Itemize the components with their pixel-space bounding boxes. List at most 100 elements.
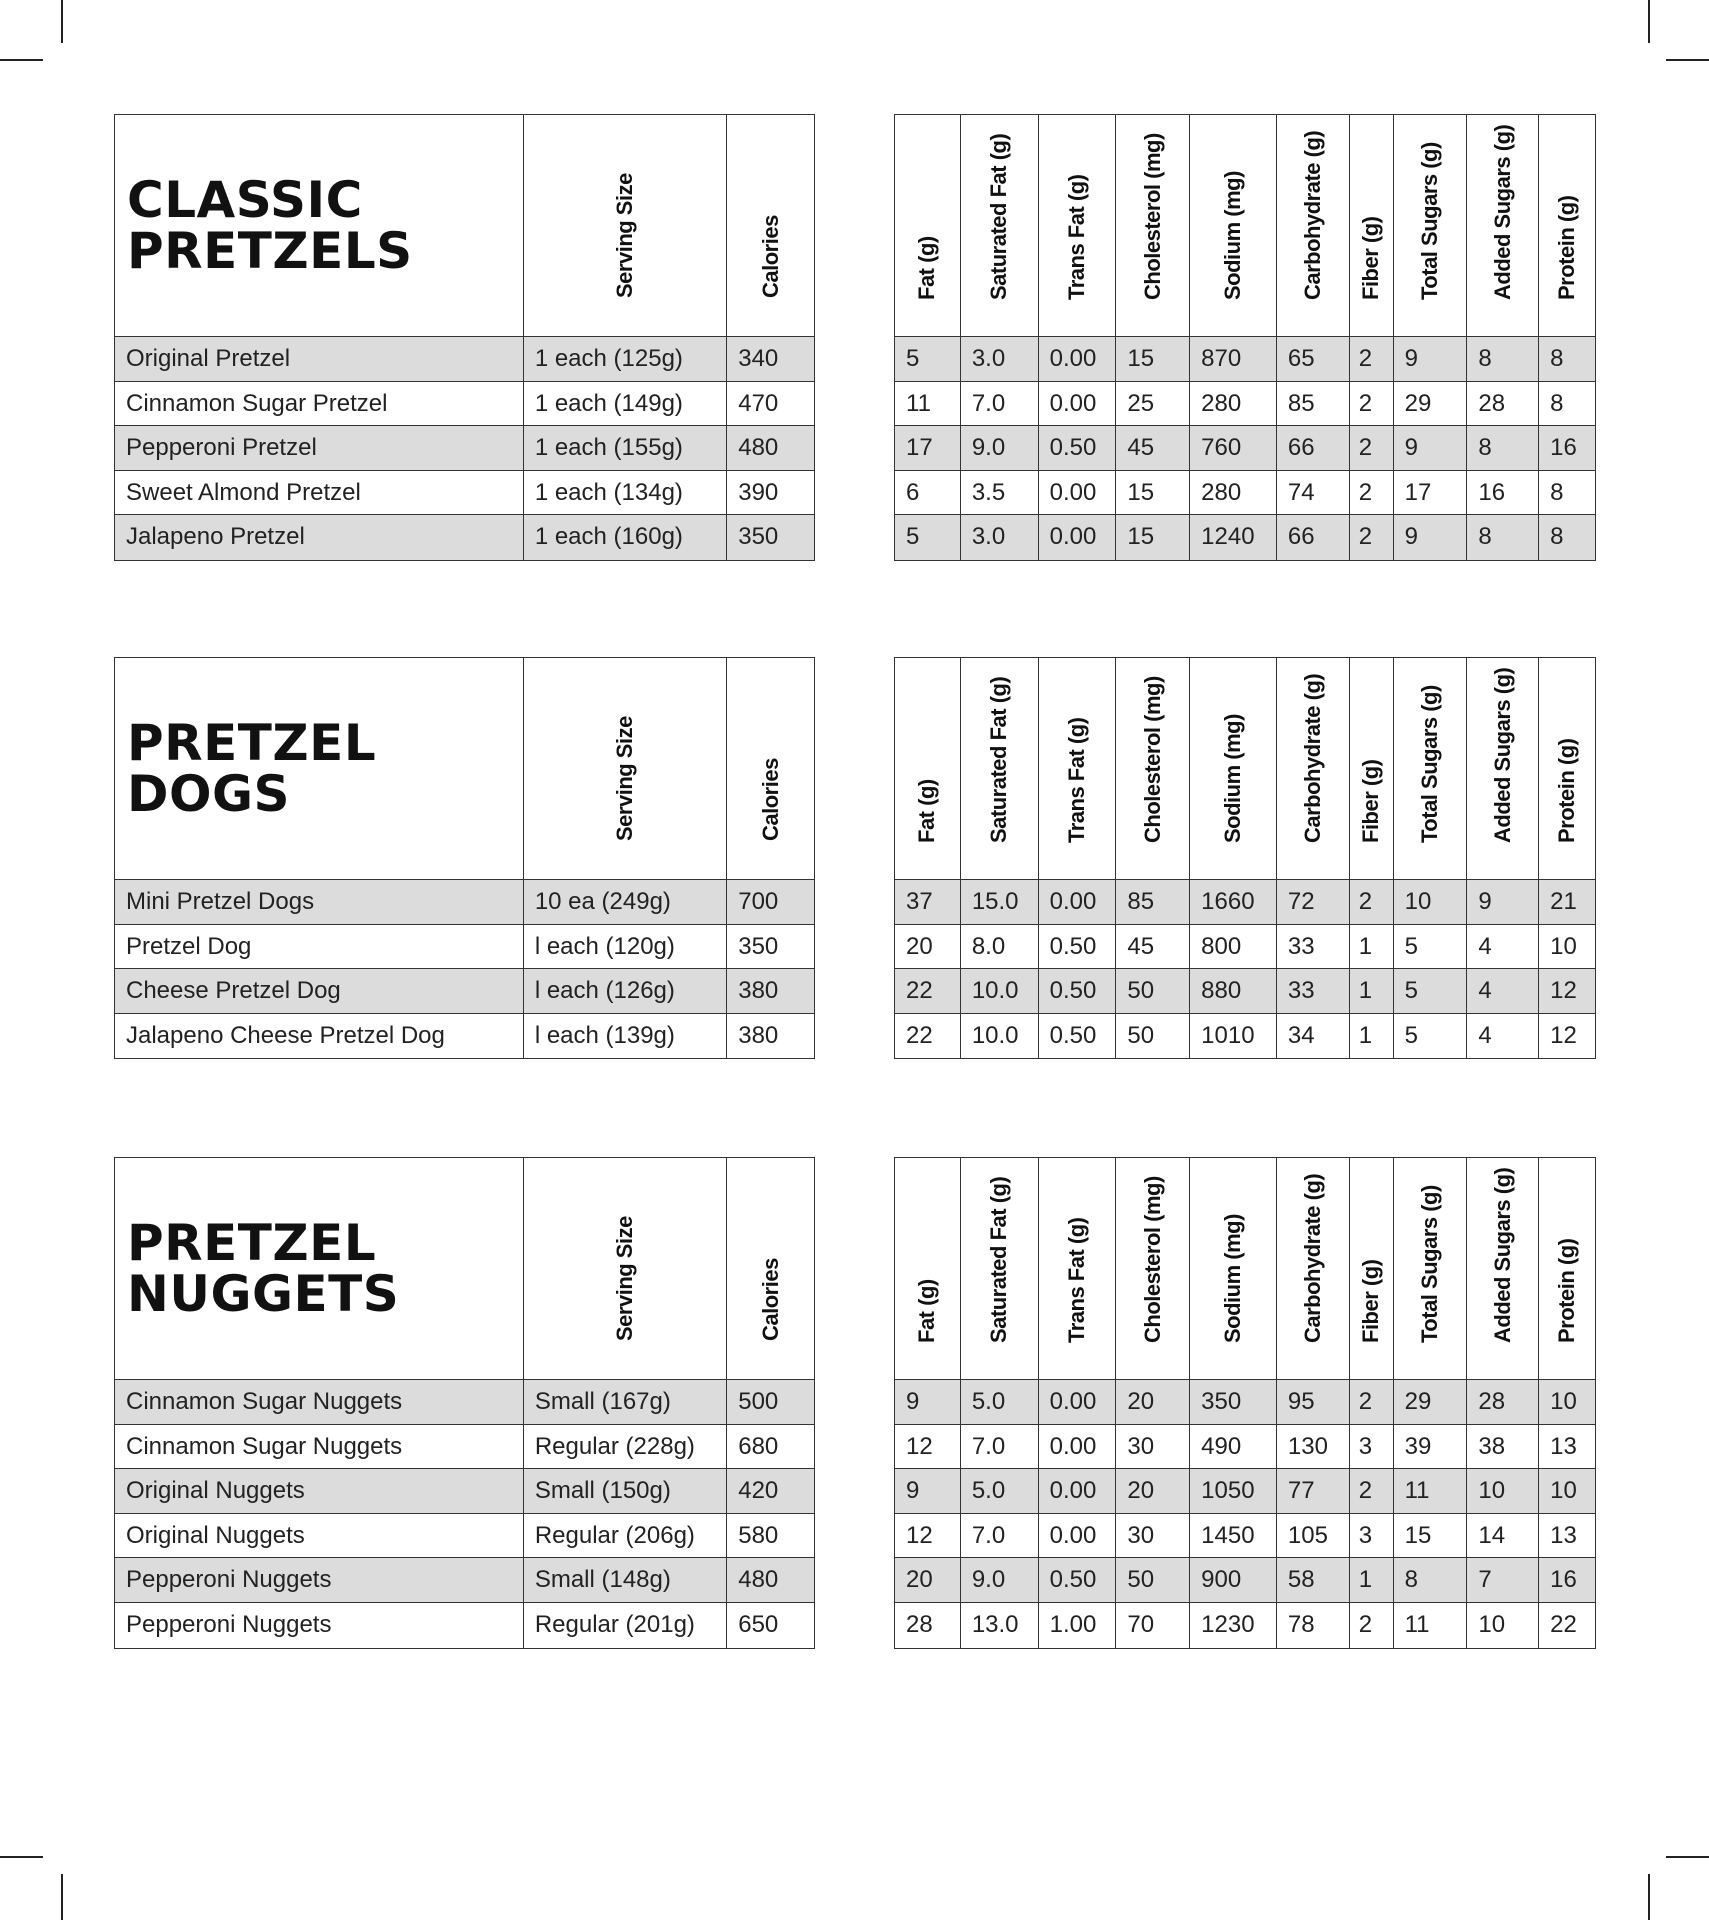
column-header: Total Sugars (g) <box>1394 658 1468 879</box>
nutrition-value: 1230 <box>1190 1602 1277 1648</box>
nutrition-value: 9 <box>1394 337 1468 381</box>
nutrition-value: 33 <box>1277 924 1350 969</box>
serving-size: 1 each (125g) <box>524 337 728 381</box>
nutrition-value: 3.0 <box>961 337 1039 381</box>
nutrition-value: 50 <box>1116 1558 1191 1602</box>
nutrition-value: 16 <box>1550 434 1577 462</box>
nutrition-value: 20 <box>895 1558 961 1602</box>
serving-size: 1 each (155g) <box>524 426 728 470</box>
nutrition-value: 28 <box>1467 1380 1540 1424</box>
table-row: Pretzel Dog l each (120g) 350 <box>115 924 814 970</box>
nutrition-value: 1 <box>1350 1013 1394 1059</box>
nutrition-value: 29 <box>1394 1380 1468 1424</box>
column-header: Saturated Fat (g) <box>961 115 1039 336</box>
nutrition-table: Fat (g) Saturated Fat (g) Trans Fat (g) Cho… <box>894 114 1596 561</box>
nutrition-value: 10 <box>1550 932 1577 960</box>
column-header-label: Cholesterol (mg) <box>1139 133 1165 300</box>
crop-mark <box>61 1874 63 1920</box>
nutrition-value: 20 <box>1116 1469 1191 1513</box>
nutrition-value: 880 <box>1190 969 1277 1013</box>
column-header: Protein (g) <box>1539 115 1595 336</box>
column-header-label: Trans Fat (g) <box>1063 717 1089 843</box>
table-row: Cinnamon Sugar Nuggets Small (167g) 500 <box>115 1380 814 1425</box>
item-name: Jalapeno Cheese Pretzel Dog <box>115 1013 524 1059</box>
table-row: 28 13.0 1.00 70 1230 78 2 11 10 22 <box>895 1602 1595 1648</box>
column-header: Sodium (mg) <box>1190 1158 1277 1379</box>
section-title-cell: PRETZEL DOGS <box>115 658 524 879</box>
nutrition-value: 0.00 <box>1039 337 1117 381</box>
calories: 650 <box>738 1610 779 1638</box>
table-row: 20 8.0 0.50 45 800 33 1 5 4 10 <box>895 924 1595 970</box>
nutrition-value: 5 <box>1394 924 1468 969</box>
section-title: CLASSIC PRETZELS <box>127 175 413 277</box>
column-header: Calories <box>727 1158 814 1379</box>
column-header-label: Carbohydrate (g) <box>1299 673 1325 843</box>
nutrition-value: 9.0 <box>961 426 1039 470</box>
nutrition-value: 9 <box>1467 880 1540 924</box>
column-header: Cholesterol (mg) <box>1116 658 1191 879</box>
column-header-label: Cholesterol (mg) <box>1139 676 1165 843</box>
nutrition-value: 8 <box>1467 515 1540 560</box>
nutrition-value: 20 <box>1116 1380 1191 1424</box>
nutrition-value: 7 <box>1467 1558 1540 1602</box>
nutrition-value: 74 <box>1277 470 1350 515</box>
column-header: Cholesterol (mg) <box>1116 115 1191 336</box>
nutrition-value: 2 <box>1350 337 1394 381</box>
nutrition-value: 5 <box>1394 1013 1468 1059</box>
column-header-label: Trans Fat (g) <box>1063 174 1089 300</box>
serving-size: Regular (206g) <box>524 1513 728 1558</box>
nutrition-value: 9.0 <box>961 1558 1039 1602</box>
column-header: Fiber (g) <box>1350 115 1394 336</box>
column-header: Serving Size <box>524 115 728 336</box>
nutrition-value: 2 <box>1350 880 1394 924</box>
column-header-label: Saturated Fat (g) <box>986 133 1012 300</box>
nutrition-value: 1450 <box>1190 1513 1277 1558</box>
nutrition-value: 280 <box>1190 381 1277 426</box>
nutrition-value: 1 <box>1350 1558 1394 1602</box>
nutrition-value: 8 <box>1550 345 1564 372</box>
column-header: Calories <box>727 115 814 336</box>
column-header: Saturated Fat (g) <box>961 1158 1039 1379</box>
nutrition-value: 17 <box>1394 470 1468 515</box>
nutrition-value: 0.00 <box>1039 1469 1117 1513</box>
serving-size: l each (120g) <box>524 924 728 969</box>
column-header-label: Protein (g) <box>1554 195 1580 301</box>
title-line: PRETZEL <box>127 1214 377 1272</box>
nutrition-value: 4 <box>1467 1013 1540 1059</box>
calories: 350 <box>738 523 779 551</box>
calories: 390 <box>738 478 779 506</box>
nutrition-value: 77 <box>1277 1469 1350 1513</box>
nutrition-table: Fat (g) Saturated Fat (g) Trans Fat (g) Cho… <box>894 657 1596 1060</box>
nutrition-value: 12 <box>895 1513 961 1558</box>
column-header-label: Fiber (g) <box>1358 759 1384 844</box>
calories: 470 <box>738 389 779 417</box>
nutrition-value: 2 <box>1350 470 1394 515</box>
table-row: 9 5.0 0.00 20 1050 77 2 11 10 10 <box>895 1469 1595 1514</box>
nutrition-value: 12 <box>895 1424 961 1469</box>
nutrition-value: 66 <box>1277 426 1350 470</box>
column-header-label: Serving Size <box>612 173 638 298</box>
nutrition-value: 760 <box>1190 426 1277 470</box>
table-row: Cinnamon Sugar Nuggets Regular (228g) 680 <box>115 1424 814 1470</box>
item-name: Cinnamon Sugar Nuggets <box>115 1380 524 1424</box>
nutrition-value: 1240 <box>1190 515 1277 560</box>
nutrition-value: 0.50 <box>1039 924 1117 969</box>
column-header: Fiber (g) <box>1350 658 1394 879</box>
item-name: Cheese Pretzel Dog <box>115 969 524 1013</box>
nutrition-value: 14 <box>1467 1513 1540 1558</box>
section-title-cell: PRETZEL NUGGETS <box>115 1158 524 1379</box>
item-table: PRETZEL NUGGETS Serving Size Calories Cinnam… <box>114 1157 815 1649</box>
column-header-label: Carbohydrate (g) <box>1299 1173 1325 1343</box>
nutrition-value: 13 <box>1550 1521 1577 1549</box>
column-header-label: Saturated Fat (g) <box>986 1176 1012 1343</box>
table-header: CLASSIC PRETZELS Serving Size Calories <box>115 115 814 337</box>
column-header: Calories <box>727 658 814 879</box>
column-header: Serving Size <box>524 1158 728 1379</box>
column-header: Added Sugars (g) <box>1467 115 1540 336</box>
nutrition-value: 37 <box>895 880 961 924</box>
nutrition-value: 1050 <box>1190 1469 1277 1513</box>
table-row: Mini Pretzel Dogs 10 ea (249g) 700 <box>115 880 814 925</box>
table-row: 12 7.0 0.00 30 1450 105 3 15 14 13 <box>895 1513 1595 1559</box>
nutrition-value: 12 <box>1550 1021 1577 1049</box>
crop-mark <box>61 0 63 43</box>
